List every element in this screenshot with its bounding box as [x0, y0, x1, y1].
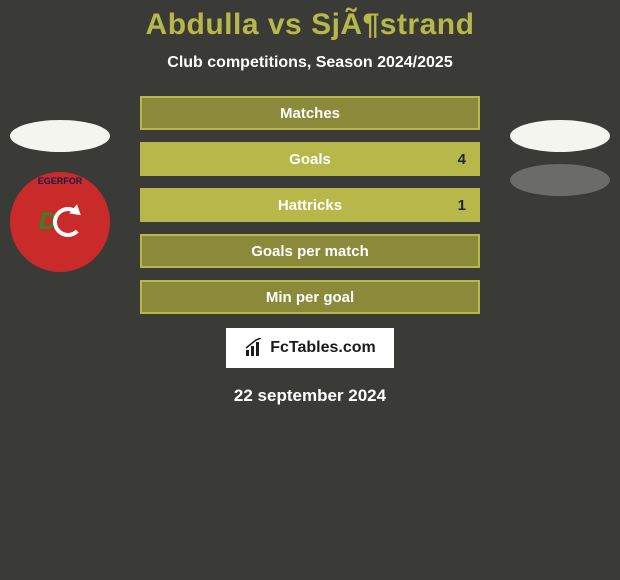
stat-label: Goals [289, 151, 331, 168]
chart-icon [244, 338, 264, 358]
badge-club-text: EGERFOR [38, 176, 83, 186]
stat-label: Min per goal [266, 289, 354, 306]
club-badge-left: EGERFOR D [10, 172, 110, 272]
stat-bar-hattricks: Hattricks 1 [140, 188, 480, 222]
player-left-column: EGERFOR D [10, 120, 110, 272]
stat-bar-goals-per-match: Goals per match [140, 234, 480, 268]
stat-bar-matches: Matches [140, 96, 480, 130]
date-text: 22 september 2024 [234, 386, 386, 406]
page-title: Abdulla vs SjÃ¶strand [146, 8, 475, 42]
branding-text: FcTables.com [270, 339, 376, 357]
branding-box: FcTables.com [226, 328, 394, 368]
stat-value-right: 1 [458, 197, 466, 214]
stat-bar-goals: Goals 4 [140, 142, 480, 176]
player-right-column [510, 120, 610, 196]
stat-label: Goals per match [251, 243, 369, 260]
stat-value-right: 4 [458, 151, 466, 168]
player-left-avatar-placeholder [10, 120, 110, 152]
stat-label: Hattricks [278, 197, 342, 214]
stats-area: Matches Goals 4 Hattricks 1 Goals per ma… [140, 96, 480, 314]
page-subtitle: Club competitions, Season 2024/2025 [167, 54, 452, 72]
badge-arrow-icon [53, 207, 83, 237]
infographic-container: Abdulla vs SjÃ¶strand Club competitions,… [0, 0, 620, 580]
player-right-avatar-placeholder [510, 120, 610, 152]
club-badge-right-placeholder [510, 164, 610, 196]
stat-label: Matches [280, 105, 340, 122]
stat-bar-min-per-goal: Min per goal [140, 280, 480, 314]
